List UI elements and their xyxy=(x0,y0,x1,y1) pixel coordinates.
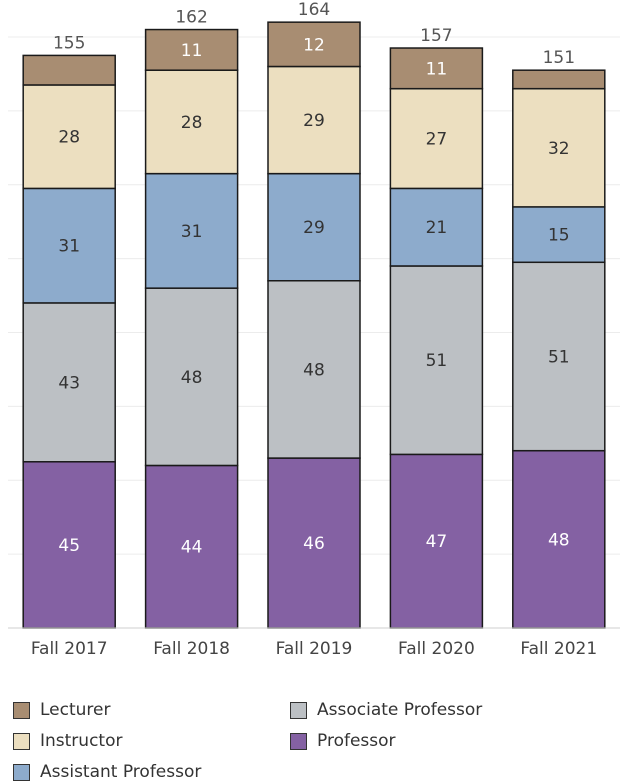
bar-segment-lecturer xyxy=(389,47,484,90)
total-label: 164 xyxy=(298,0,330,20)
bar-segment-associate-professor xyxy=(22,302,116,463)
data-label-instructor: 27 xyxy=(426,130,448,150)
data-label-professor: 44 xyxy=(181,538,203,558)
data-label-professor: 47 xyxy=(426,532,448,552)
bar-segment-professor xyxy=(389,453,484,629)
data-label-assistant-professor: 15 xyxy=(548,226,570,246)
legend-item-lecturer[interactable]: Lecturer xyxy=(13,699,110,721)
x-tick-label: Fall 2018 xyxy=(153,639,230,659)
data-label-instructor: 28 xyxy=(58,128,80,148)
data-label-instructor: 28 xyxy=(181,113,203,133)
legend-swatch-associate-professor xyxy=(290,701,307,719)
bar-segment-instructor xyxy=(512,87,606,208)
bar-segment-associate-professor xyxy=(512,261,606,452)
x-tick-label: Fall 2019 xyxy=(276,639,353,659)
x-tick-label: Fall 2021 xyxy=(520,639,597,659)
bar-segment-assistant-professor xyxy=(267,172,361,282)
bar-segment-instructor xyxy=(267,65,361,175)
bar-segment-lecturer xyxy=(22,54,116,86)
bar-segment-associate-professor xyxy=(389,265,484,456)
total-label: 162 xyxy=(175,8,207,28)
chart-legend: Lecturer Associate Professor Instructor … xyxy=(0,690,620,782)
data-label-assistant-professor: 31 xyxy=(181,222,203,242)
data-label-professor: 48 xyxy=(548,530,570,550)
bar-segment-assistant-professor xyxy=(389,187,484,267)
x-tick-label: Fall 2017 xyxy=(31,639,108,659)
bar-segment-assistant-professor xyxy=(22,187,116,304)
legend-item-assistant-professor[interactable]: Assistant Professor xyxy=(13,761,201,783)
bar-segment-professor xyxy=(22,461,116,629)
legend-swatch-lecturer xyxy=(13,701,30,719)
data-label-associate-professor: 48 xyxy=(303,360,325,380)
legend-label-lecturer: Lecturer xyxy=(40,700,111,720)
legend-swatch-professor xyxy=(290,732,307,750)
bar-segment-associate-professor xyxy=(144,287,239,467)
bar-segment-assistant-professor xyxy=(512,206,606,264)
data-label-lecturer: 12 xyxy=(303,35,325,55)
legend-item-professor[interactable]: Professor xyxy=(290,730,396,752)
legend-label-assistant-professor: Assistant Professor xyxy=(40,762,202,782)
data-label-professor: 45 xyxy=(58,536,80,556)
data-label-associate-professor: 48 xyxy=(181,368,203,388)
data-label-associate-professor: 51 xyxy=(426,351,448,371)
bar-segment-professor xyxy=(512,449,606,629)
legend-item-associate-professor[interactable]: Associate Professor xyxy=(290,699,482,721)
data-label-assistant-professor: 31 xyxy=(58,237,80,257)
bar-segment-lecturer xyxy=(144,28,239,71)
total-label: 157 xyxy=(420,26,452,46)
legend-label-professor: Professor xyxy=(317,731,396,751)
bar-segment-instructor xyxy=(144,69,239,175)
bar-segment-lecturer xyxy=(267,21,361,68)
x-tick-label: Fall 2020 xyxy=(398,639,475,659)
data-label-professor: 46 xyxy=(303,534,325,554)
bar-segment-instructor xyxy=(22,84,116,190)
total-label: 151 xyxy=(543,48,575,68)
data-label-instructor: 32 xyxy=(548,139,570,159)
legend-label-associate-professor: Associate Professor xyxy=(317,700,483,720)
data-label-lecturer: 11 xyxy=(181,41,203,61)
bar-segment-professor xyxy=(267,457,361,629)
data-label-assistant-professor: 21 xyxy=(426,218,448,238)
data-label-assistant-professor: 29 xyxy=(303,218,325,238)
data-label-associate-professor: 43 xyxy=(58,373,80,393)
legend-item-instructor[interactable]: Instructor xyxy=(13,730,122,752)
legend-swatch-assistant-professor xyxy=(13,763,30,781)
data-label-lecturer: 11 xyxy=(426,59,448,79)
bar-segment-lecturer xyxy=(512,69,606,90)
total-label: 155 xyxy=(53,33,85,53)
data-label-associate-professor: 51 xyxy=(548,347,570,367)
bar-segment-instructor xyxy=(389,87,484,190)
stacked-bar-chart: 45 43 31 28 155 Fall 2017 44 48 31 28 11 162 Fall 20… xyxy=(8,0,620,659)
legend-label-instructor: Instructor xyxy=(40,731,123,751)
data-label-instructor: 29 xyxy=(303,111,325,131)
legend-swatch-instructor xyxy=(13,732,30,750)
